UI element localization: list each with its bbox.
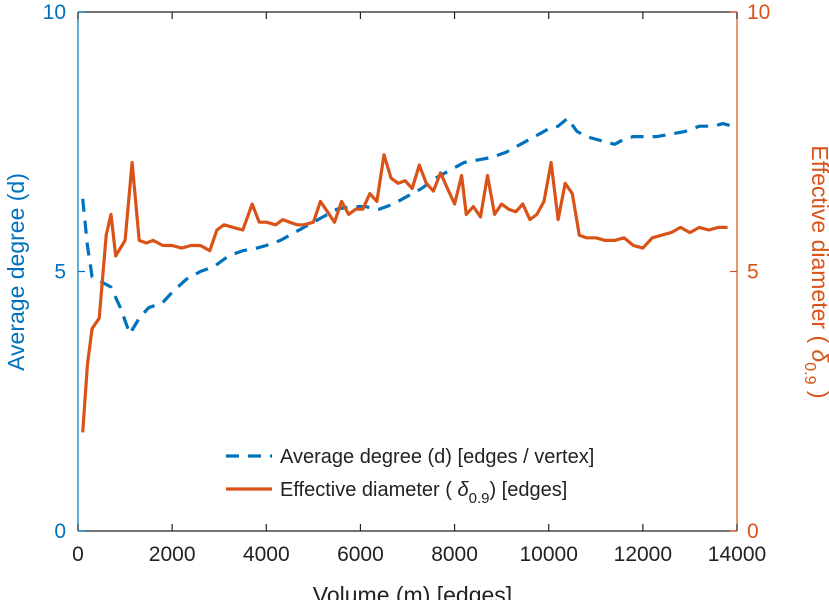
right-tick-label: 10 [747, 1, 770, 24]
legend-label-average-degree: Average degree (d) [edges / vertex] [280, 446, 594, 468]
right-tick-label: 0 [747, 520, 759, 543]
legend-label-subscript: 0.9 [469, 490, 490, 507]
x-tick-label: 14000 [708, 543, 766, 566]
x-tick-label: 8000 [431, 543, 478, 566]
x-tick-label: 12000 [614, 543, 672, 566]
legend-label-symbol: δ [457, 479, 469, 501]
right-axis-title-subscript: 0.9 [801, 362, 818, 384]
left-tick-label: 10 [43, 1, 66, 24]
right-axis-title-symbol: δ [807, 350, 829, 363]
x-tick-label: 4000 [243, 543, 290, 566]
plot-area [81, 116, 733, 433]
x-tick-label: 0 [72, 543, 84, 566]
right-tick-label: 5 [747, 261, 759, 284]
right-axis-title: Effective diameter ( δ0.9 ) [801, 145, 829, 398]
left-tick-label: 0 [54, 520, 66, 543]
right-axis-title-close: ) [807, 385, 829, 399]
legend-label-main: Effective diameter ( [280, 479, 457, 501]
legend: Average degree (d) [edges / vertex] Effec… [226, 446, 594, 507]
x-tick-label: 6000 [337, 543, 384, 566]
series-line-average-degree [81, 116, 733, 336]
right-axis-title-main: Effective diameter ( [807, 145, 829, 349]
x-tick-label: 2000 [149, 543, 196, 566]
x-axis-title: Volume (m) [edges] [313, 582, 512, 600]
legend-label-close: ) [edges] [489, 479, 567, 501]
left-axis-title: Average degree (d) [3, 173, 29, 371]
axes: 0 2000 4000 6000 8000 10000 12000 1400005100510… [3, 1, 829, 600]
legend-label-effective-diameter: Effective diameter ( δ0.9) [edges] [280, 479, 567, 507]
left-tick-label: 5 [54, 261, 66, 284]
series-line-effective-diameter [81, 153, 728, 433]
x-tick-label: 10000 [520, 543, 578, 566]
